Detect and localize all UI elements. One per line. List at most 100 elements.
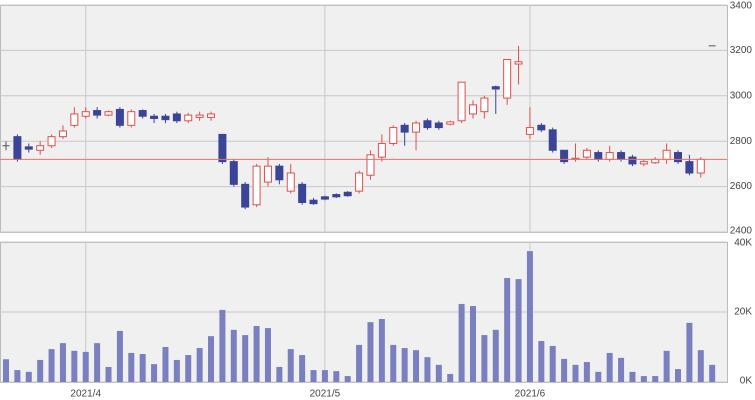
candle-body — [47, 136, 56, 147]
volume-bar — [196, 348, 203, 382]
volume-bar — [367, 322, 374, 382]
candle-body — [457, 81, 466, 122]
candle-body — [195, 114, 204, 118]
candle-body — [58, 130, 67, 138]
volume-bar — [458, 303, 465, 382]
volume-bar — [208, 336, 215, 382]
candle-body — [81, 111, 90, 117]
volume-bar — [356, 344, 363, 382]
candle-body — [355, 172, 364, 192]
candle-body — [514, 61, 523, 65]
volume-bar — [413, 350, 420, 382]
volume-bar — [230, 329, 237, 382]
volume-bar — [264, 328, 271, 382]
volume-bar — [3, 359, 9, 382]
volume-bar — [390, 344, 397, 382]
candle-body — [594, 152, 603, 160]
volume-bar — [299, 355, 306, 382]
volume-bar — [618, 357, 625, 382]
x-tick-label: 2021/5 — [310, 389, 341, 400]
volume-bar — [447, 373, 454, 382]
volume-bar — [71, 350, 78, 382]
candle-body — [161, 115, 170, 121]
volume-bar — [253, 326, 260, 382]
volume-bar — [116, 330, 123, 382]
candle-body — [138, 110, 147, 117]
volume-bar — [561, 358, 568, 382]
candle-body — [366, 154, 375, 176]
candle-body — [696, 158, 705, 174]
volume-bar — [82, 351, 89, 382]
volume-bar — [424, 357, 431, 382]
candle-body — [252, 165, 261, 206]
candle-body — [218, 133, 227, 163]
candle-body — [229, 161, 238, 185]
candle-body — [605, 152, 614, 160]
candle-body — [412, 122, 421, 133]
volume-bar — [526, 251, 533, 382]
volume-bar — [595, 371, 602, 382]
candle-body — [468, 104, 477, 115]
candle-body — [628, 156, 637, 165]
volume-bar — [139, 354, 146, 382]
candle-body — [560, 149, 569, 163]
candle-body — [662, 149, 671, 160]
volume-bar — [242, 335, 249, 382]
candle-body — [241, 183, 250, 208]
candle-body — [93, 110, 102, 116]
volume-bar — [333, 371, 340, 382]
candle-body — [491, 86, 500, 90]
volume-bar — [675, 369, 682, 382]
candle-body — [70, 113, 79, 126]
volume-bar — [344, 376, 351, 382]
volume-bar — [652, 376, 659, 382]
candle-body — [400, 124, 409, 133]
volume-bar — [105, 366, 112, 382]
volume-bar — [481, 335, 488, 382]
candle-body — [651, 158, 660, 164]
volume-bar — [697, 350, 704, 382]
y-tick-label: 2400 — [730, 226, 753, 237]
volume-bar — [128, 352, 135, 382]
volume-bar — [492, 329, 499, 382]
candle-body — [617, 152, 626, 160]
volume-bar — [663, 350, 670, 382]
candle-body — [685, 161, 694, 174]
volume-bar — [515, 279, 522, 382]
volume-bar — [185, 355, 192, 382]
volume-bar — [25, 371, 32, 382]
volume-bar — [94, 343, 101, 382]
volume-bar — [59, 343, 66, 382]
volume-bar — [709, 364, 716, 382]
y-tick-label: 3200 — [730, 45, 753, 56]
volume-bar — [276, 366, 283, 382]
candle-body — [36, 145, 45, 151]
candle-body — [115, 108, 124, 126]
y-tick-label: 2600 — [730, 181, 753, 192]
candle-body — [639, 161, 648, 165]
volume-bar — [435, 364, 442, 382]
y-tick-label: 2800 — [730, 136, 753, 147]
y-tick-label: 0K — [740, 376, 753, 387]
volume-bar — [629, 371, 636, 382]
candle-body — [548, 129, 557, 151]
candle-body — [537, 124, 546, 131]
candle-body — [582, 149, 591, 158]
volume-bar — [401, 348, 408, 382]
candle-body — [275, 165, 284, 181]
x-tick-label: 2021/6 — [515, 389, 546, 400]
candle-body — [332, 194, 341, 198]
volume-bar — [173, 359, 180, 382]
volume-bar — [162, 347, 169, 382]
y-tick-label: 20K — [734, 307, 752, 318]
candle-body — [423, 120, 432, 129]
volume-bar — [14, 370, 21, 382]
volume-bar — [549, 345, 556, 382]
volume-bar — [504, 278, 511, 382]
volume-bar — [310, 370, 317, 382]
x-tick-label: 2021/4 — [70, 389, 101, 400]
price-panel — [0, 5, 728, 233]
candle-body — [309, 199, 318, 205]
candle-body — [207, 113, 216, 118]
